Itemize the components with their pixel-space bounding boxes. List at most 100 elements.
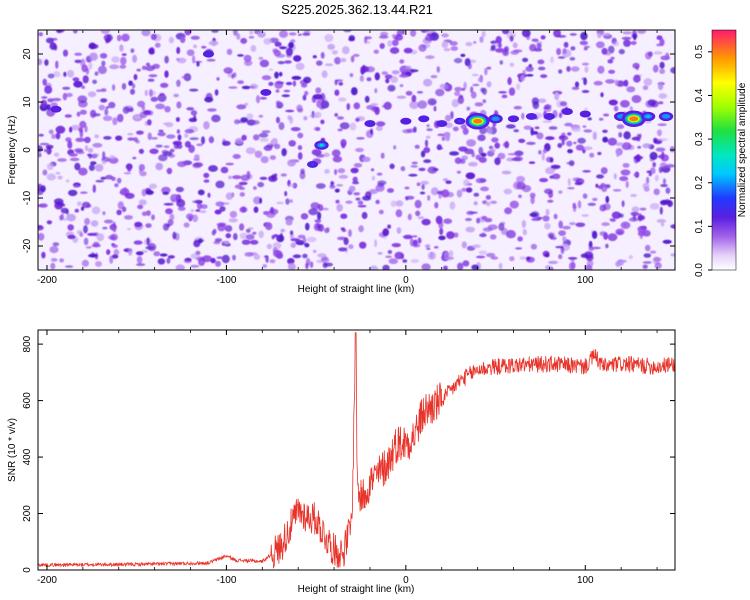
speckle-blob [82, 75, 89, 84]
speckle-blob [616, 124, 625, 130]
speckle-blob [177, 134, 182, 141]
speckle-blob [46, 163, 54, 171]
speckle-blob [109, 235, 117, 240]
speckle-blob [38, 32, 43, 37]
speckle-blob [184, 257, 192, 262]
speckle-blob [391, 39, 399, 47]
spectral-peak [454, 117, 466, 125]
speckle-blob [665, 163, 675, 168]
x-tick-label: -200 [37, 275, 57, 286]
speckle-blob [253, 206, 259, 213]
snr-y-axis-label: SNR (10 * v/v) [7, 418, 18, 482]
speckle-blob [558, 190, 563, 194]
speckle-blob [236, 104, 247, 110]
speckle-blob [559, 101, 568, 107]
speckle-blob [538, 150, 542, 155]
speckle-blob [522, 228, 527, 236]
speckle-blob [558, 230, 566, 237]
speckle-blob [464, 148, 474, 155]
speckle-blob [103, 34, 113, 42]
speckle-blob [79, 120, 87, 129]
speckle-blob [85, 246, 92, 249]
speckle-blob [536, 216, 543, 220]
speckle-blob [361, 211, 368, 220]
speckle-blob [653, 188, 660, 196]
speckle-blob [424, 35, 435, 42]
speckle-blob [141, 211, 148, 217]
speckle-blob [52, 242, 60, 247]
speckle-blob [94, 134, 100, 139]
speckle-blob [475, 177, 485, 184]
speckle-blob [618, 132, 623, 138]
speckle-blob [184, 128, 194, 134]
speckle-blob [530, 211, 540, 219]
speckle-blob [163, 202, 174, 206]
speckle-blob [487, 127, 493, 135]
speckle-blob [258, 230, 264, 239]
speckle-blob [479, 233, 487, 238]
speckle-blob [396, 30, 403, 37]
speckle-blob [121, 53, 127, 56]
speckle-blob [100, 176, 107, 180]
speckle-blob [374, 239, 378, 248]
speckle-blob [317, 253, 327, 258]
speckle-blob [184, 141, 191, 148]
speckle-blob [669, 146, 675, 153]
speckle-blob [544, 222, 551, 230]
speckle-blob [403, 234, 413, 240]
speckle-blob [91, 206, 101, 215]
speckle-blob [478, 146, 484, 155]
speckle-blob [53, 71, 61, 78]
speckle-blob [293, 55, 302, 62]
speckle-blob [241, 85, 251, 90]
speckle-blob [259, 59, 270, 68]
speckle-blob [633, 33, 637, 41]
speckle-blob [269, 155, 276, 161]
speckle-blob [645, 51, 652, 60]
speckle-blob [38, 58, 43, 66]
speckle-blob [556, 48, 562, 56]
speckle-blob [133, 240, 143, 245]
speckle-blob [334, 57, 341, 65]
speckle-blob [497, 152, 506, 160]
speckle-blob [121, 83, 127, 90]
speckle-blob [412, 243, 421, 248]
speckle-blob [646, 170, 652, 174]
speckle-blob [101, 161, 106, 165]
speckle-blob [659, 162, 668, 169]
speckle-blob [505, 230, 516, 239]
speckle-blob [338, 174, 349, 179]
speckle-blob [163, 122, 169, 126]
speckle-blob [132, 54, 138, 63]
speckle-blob [244, 102, 249, 106]
speckle-blob [373, 49, 379, 54]
speckle-blob [284, 60, 292, 64]
speckle-blob [84, 217, 91, 226]
speckle-blob [626, 86, 636, 93]
speckle-blob [94, 71, 99, 76]
speckle-blob [375, 121, 386, 127]
speckle-blob [381, 71, 389, 76]
speckle-blob [215, 260, 221, 267]
speckle-blob [522, 57, 529, 63]
speckle-blob [623, 131, 631, 140]
speckle-blob [180, 36, 186, 43]
speckle-blob [361, 64, 367, 74]
spectral-peak [202, 50, 215, 58]
speckle-blob [441, 41, 449, 49]
speckle-blob [490, 256, 499, 260]
speckle-blob [605, 243, 609, 249]
speckle-blob [602, 136, 609, 143]
speckle-blob [147, 243, 157, 252]
speckle-blob [454, 157, 462, 164]
speckle-blob [475, 255, 486, 259]
speckle-blob [186, 107, 195, 111]
speckle-blob [154, 42, 161, 48]
speckle-blob [620, 100, 630, 108]
speckle-blob [235, 137, 244, 145]
speckle-blob [250, 45, 257, 52]
speckle-blob [84, 136, 91, 144]
speckle-blob [157, 132, 166, 137]
speckle-blob [116, 113, 124, 123]
speckle-blob [446, 231, 455, 240]
